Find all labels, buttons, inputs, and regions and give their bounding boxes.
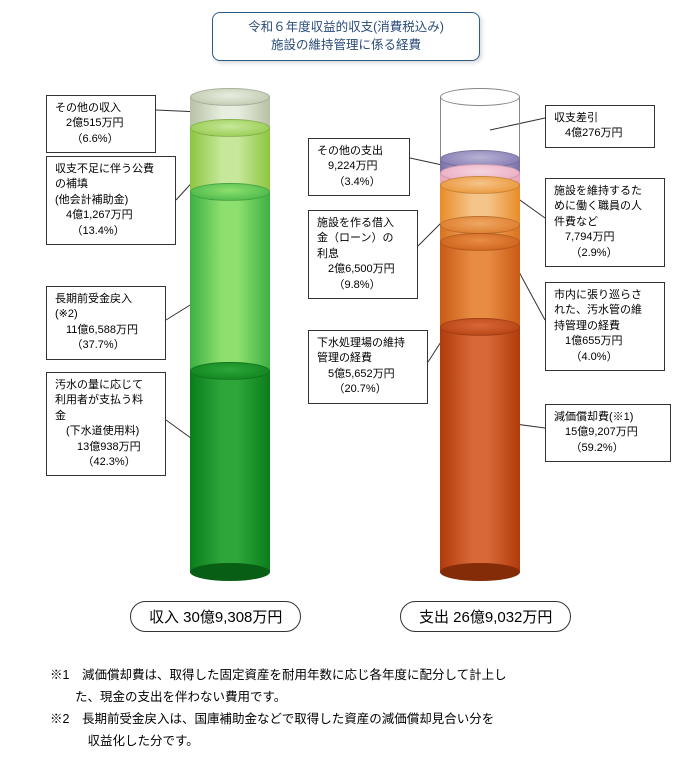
expense-label-other_expense: その他の支出 9,224万円 （3.4%） [308,138,410,196]
income-total: 収入 30億9,308万円 [130,601,301,632]
note1-line2: た、現金の支出を伴わない費用です。 [50,687,650,707]
income-cylinder [190,97,270,572]
expense-cylinder [440,97,520,572]
note2-line1: ※2 長期前受金戻入は、国庫補助金などで取得した資産の減価償却見合い分を [50,709,650,729]
title-line2: 施設の維持管理に係る経費 [271,38,421,52]
expense-label-pipe_mgmt: 市内に張り巡らされた、汚水管の維持管理の経費 1億655万円 （4.0%） [545,282,665,371]
note2-line2: 収益化した分です。 [50,731,650,751]
expense-label-treatment_mgmt: 下水処理場の維持管理の経費 5億5,652万円 （20.7%） [308,330,428,404]
expense-label-loan_interest: 施設を作る借入金（ローン）の利息 2億6,500万円 （9.8%） [308,210,418,299]
note1-line1: ※1 減価償却費は、取得した固定資産を耐用年数に応じ各年度に配分して計上し [50,665,650,685]
chart-title: 令和６年度収益的収支(消費税込み) 施設の維持管理に係る経費 [212,12,480,61]
expense-label-depreciation: 減価償却費(※1) 15億9,207万円 （59.2%） [545,404,671,462]
expense-total: 支出 26億9,032万円 [400,601,571,632]
title-line1: 令和６年度収益的収支(消費税込み) [248,20,444,34]
expense-label-personnel: 施設を維持するために働く職員の人件費など 7,794万円 （2.9%） [545,178,665,267]
income-label-other_income: その他の収入 2億515万円 （6.6%） [46,95,156,153]
footnotes: ※1 減価償却費は、取得した固定資産を耐用年数に応じ各年度に配分して計上し た、… [50,665,650,753]
expense-label-hollow: 収支差引 4億276万円 [545,105,655,148]
income-label-usage_fee: 汚水の量に応じて利用者が支払う料金 (下水道使用料) 13億938万円 （42.… [46,372,166,476]
income-label-subsidy: 収支不足に伴う公費の補填(他会計補助金) 4億1,267万円 （13.4%） [46,156,176,245]
income-label-longterm: 長期前受金戻入(※2) 11億6,588万円 （37.7%） [46,286,166,360]
